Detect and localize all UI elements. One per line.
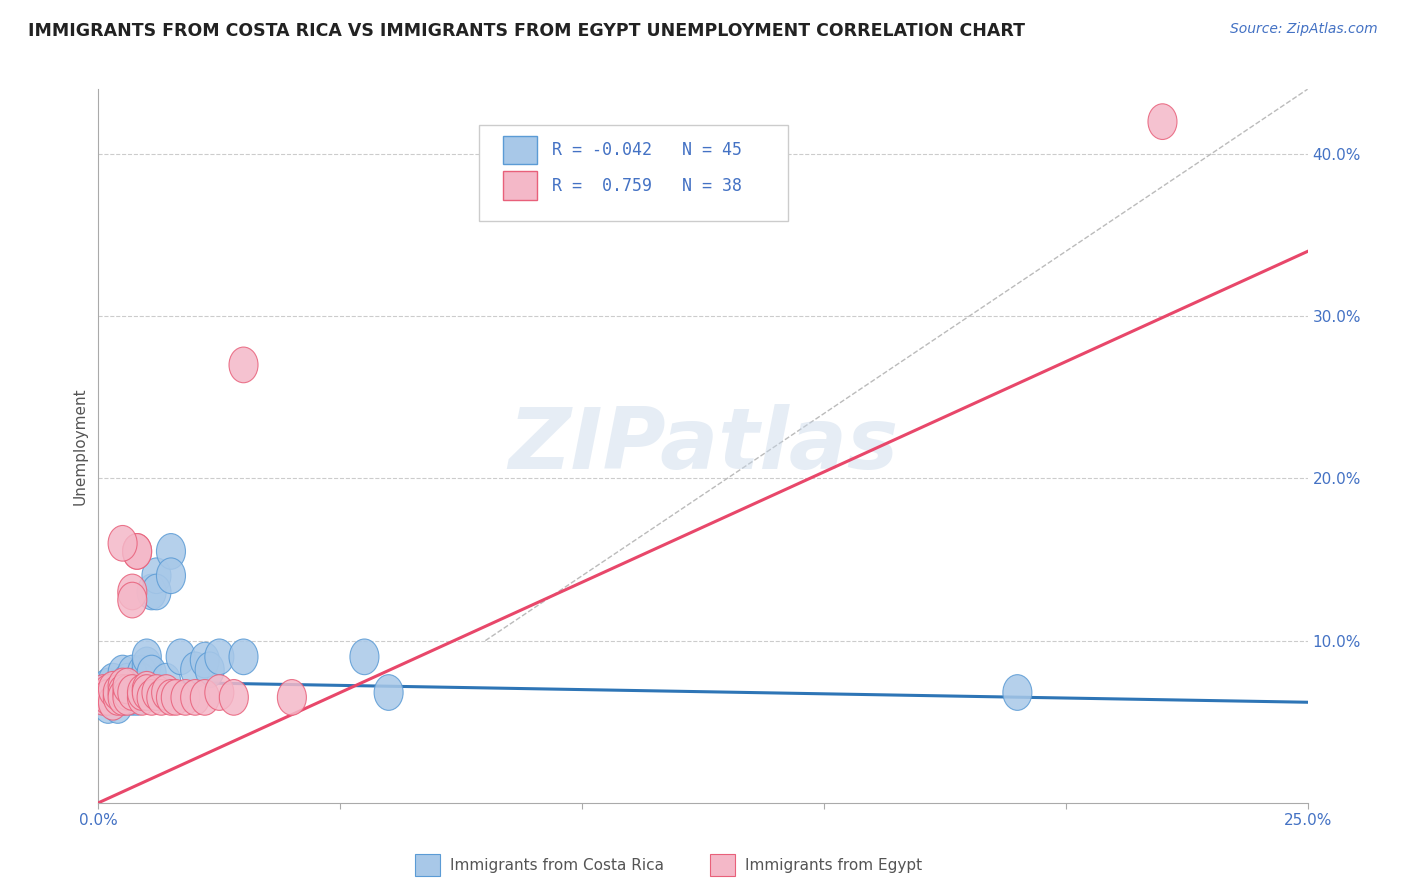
Ellipse shape: [108, 680, 138, 715]
Ellipse shape: [112, 664, 142, 699]
Ellipse shape: [118, 680, 146, 715]
Text: R =  0.759   N = 38: R = 0.759 N = 38: [553, 177, 742, 194]
Ellipse shape: [132, 674, 162, 710]
Ellipse shape: [132, 639, 162, 674]
Ellipse shape: [94, 674, 122, 710]
Ellipse shape: [180, 680, 209, 715]
Ellipse shape: [229, 347, 259, 383]
Ellipse shape: [108, 668, 138, 704]
Ellipse shape: [98, 672, 128, 707]
Ellipse shape: [190, 642, 219, 678]
Ellipse shape: [156, 533, 186, 569]
Ellipse shape: [103, 672, 132, 707]
Ellipse shape: [98, 684, 128, 720]
Ellipse shape: [118, 668, 146, 704]
Ellipse shape: [219, 680, 249, 715]
Text: Immigrants from Egypt: Immigrants from Egypt: [745, 858, 922, 872]
Ellipse shape: [1002, 674, 1032, 710]
Ellipse shape: [180, 652, 209, 688]
Ellipse shape: [112, 674, 142, 710]
Ellipse shape: [118, 574, 146, 610]
Ellipse shape: [89, 680, 118, 715]
Ellipse shape: [122, 533, 152, 569]
Text: Source: ZipAtlas.com: Source: ZipAtlas.com: [1230, 22, 1378, 37]
Ellipse shape: [108, 525, 138, 561]
FancyBboxPatch shape: [479, 125, 787, 221]
Ellipse shape: [112, 668, 142, 704]
Ellipse shape: [122, 533, 152, 569]
Ellipse shape: [229, 639, 259, 674]
FancyBboxPatch shape: [503, 136, 537, 164]
Ellipse shape: [138, 680, 166, 715]
Ellipse shape: [118, 656, 146, 691]
Text: ZIPatlas: ZIPatlas: [508, 404, 898, 488]
Ellipse shape: [108, 674, 138, 710]
Text: Immigrants from Costa Rica: Immigrants from Costa Rica: [450, 858, 664, 872]
Ellipse shape: [122, 674, 152, 710]
Ellipse shape: [112, 674, 142, 710]
Ellipse shape: [112, 672, 142, 707]
Ellipse shape: [138, 656, 166, 691]
Ellipse shape: [162, 680, 190, 715]
Ellipse shape: [172, 680, 200, 715]
Ellipse shape: [103, 680, 132, 715]
Ellipse shape: [103, 680, 132, 715]
Ellipse shape: [89, 674, 118, 710]
Ellipse shape: [142, 558, 172, 593]
Ellipse shape: [190, 680, 219, 715]
Ellipse shape: [122, 674, 152, 710]
Ellipse shape: [112, 674, 142, 710]
Ellipse shape: [118, 582, 146, 618]
Ellipse shape: [152, 664, 180, 699]
Ellipse shape: [1147, 103, 1177, 139]
Ellipse shape: [94, 688, 122, 723]
Ellipse shape: [118, 674, 146, 710]
Ellipse shape: [128, 674, 156, 710]
Ellipse shape: [156, 558, 186, 593]
Ellipse shape: [94, 668, 122, 704]
Ellipse shape: [132, 674, 162, 710]
Ellipse shape: [350, 639, 380, 674]
Ellipse shape: [108, 668, 138, 704]
Ellipse shape: [122, 680, 152, 715]
Ellipse shape: [142, 574, 172, 610]
Ellipse shape: [89, 674, 118, 710]
Ellipse shape: [128, 674, 156, 710]
Ellipse shape: [98, 680, 128, 715]
Ellipse shape: [146, 674, 176, 710]
Ellipse shape: [152, 674, 180, 710]
Ellipse shape: [132, 672, 162, 707]
Text: IMMIGRANTS FROM COSTA RICA VS IMMIGRANTS FROM EGYPT UNEMPLOYMENT CORRELATION CHA: IMMIGRANTS FROM COSTA RICA VS IMMIGRANTS…: [28, 22, 1025, 40]
Ellipse shape: [103, 674, 132, 710]
Ellipse shape: [112, 680, 142, 715]
Ellipse shape: [277, 680, 307, 715]
Ellipse shape: [108, 680, 138, 715]
Ellipse shape: [122, 672, 152, 707]
Ellipse shape: [128, 664, 156, 699]
Ellipse shape: [205, 674, 233, 710]
Ellipse shape: [195, 652, 224, 688]
Ellipse shape: [132, 647, 162, 682]
FancyBboxPatch shape: [503, 171, 537, 200]
Ellipse shape: [103, 688, 132, 723]
Ellipse shape: [146, 680, 176, 715]
Ellipse shape: [128, 656, 156, 691]
Ellipse shape: [205, 639, 233, 674]
Ellipse shape: [156, 680, 186, 715]
Ellipse shape: [138, 574, 166, 610]
Ellipse shape: [128, 680, 156, 715]
Ellipse shape: [98, 664, 128, 699]
Ellipse shape: [108, 656, 138, 691]
Ellipse shape: [374, 674, 404, 710]
Ellipse shape: [142, 674, 172, 710]
Ellipse shape: [166, 639, 195, 674]
Ellipse shape: [94, 680, 122, 715]
Text: R = -0.042   N = 45: R = -0.042 N = 45: [553, 141, 742, 159]
Y-axis label: Unemployment: Unemployment: [72, 387, 87, 505]
